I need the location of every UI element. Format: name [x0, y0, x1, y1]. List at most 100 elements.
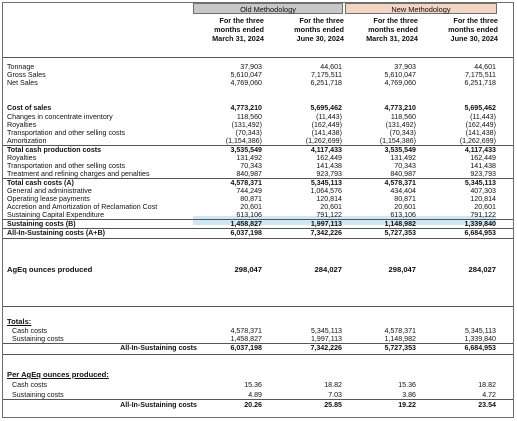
cell-old-jun: 284,027 [314, 265, 342, 274]
table-row: Sustaining costs (B) 1,458,827 1,997,113… [0, 220, 517, 228]
cell-old-mar: 118,560 [236, 113, 262, 121]
cell-new-mar: 3,535,549 [384, 146, 416, 154]
row-label: General and administrative [7, 187, 92, 195]
cell-new-jun: 120,814 [470, 195, 496, 203]
cell-old-mar: 5,610,047 [230, 71, 262, 79]
cell-new-jun: 4,117,433 [464, 146, 496, 154]
row-label: Total cash production costs [7, 146, 102, 154]
row-label: AgEq ounces produced [7, 265, 93, 274]
row-label: All-In-Sustaining costs [120, 401, 197, 409]
row-divider [3, 306, 513, 307]
table-row: Cash costs 15.36 18.82 15.36 18.82 [0, 381, 517, 389]
cell-old-jun: 5,345,113 [310, 327, 342, 335]
cell-old-jun: 18.82 [324, 381, 342, 389]
column-header-old-june: For the three months ended June 30, 2024 [294, 16, 344, 43]
row-label: Tonnage [7, 63, 35, 71]
row-label: Royalties [7, 121, 37, 129]
row-divider [3, 399, 513, 400]
cell-old-jun: 7,342,226 [310, 344, 342, 352]
row-label: Sustaining Capital Expenditure [7, 211, 105, 219]
cell-new-mar: 15.36 [398, 381, 416, 389]
table-row: Royalties 131,492 162,449 131,492 162,44… [0, 154, 517, 162]
cell-new-mar: 70,343 [394, 162, 416, 170]
row-label: Cash costs [12, 327, 48, 335]
cell-new-mar: 1,148,982 [384, 335, 416, 343]
cell-new-mar: 840,987 [390, 170, 416, 178]
row-label: Transportation and other selling costs [7, 129, 126, 137]
table-row: Total cash production costs 3,535,549 4,… [0, 146, 517, 154]
row-label: Sustaining costs (B) [7, 220, 76, 228]
cell-old-jun: (162,449) [311, 121, 342, 129]
cell-old-jun: 5,695,462 [310, 104, 342, 112]
cell-new-mar: 298,047 [388, 265, 416, 274]
table-row: Cost of sales 4,773,210 5,695,462 4,773,… [0, 104, 517, 112]
cell-old-mar: 6,037,198 [230, 229, 262, 237]
cell-old-jun: (141,438) [311, 129, 342, 137]
section-heading-totals: Totals: [7, 317, 32, 326]
cell-new-jun: 23.54 [478, 401, 496, 409]
row-label: All-In-Sustaining costs [120, 344, 197, 352]
row-label: Sustaining costs [12, 335, 64, 343]
row-label: Accretion and Amortization of Reclamatio… [7, 203, 158, 211]
cell-old-jun: 7,175,511 [310, 71, 342, 79]
cell-new-jun: 4.72 [482, 391, 496, 399]
table-row: All-In-Sustaining costs 20.26 25.85 19.2… [0, 401, 517, 409]
cell-new-jun: 407,303 [470, 187, 496, 195]
cell-old-jun: 162,449 [316, 154, 342, 162]
cell-old-jun: 25.85 [324, 401, 342, 409]
cell-new-mar: 5,610,047 [384, 71, 416, 79]
cell-old-mar: (70,343) [235, 129, 262, 137]
cell-old-mar: 744,249 [236, 187, 262, 195]
cell-old-mar: 20,601 [240, 203, 262, 211]
cell-new-jun: 44,601 [474, 63, 496, 71]
cell-new-jun: (162,449) [465, 121, 496, 129]
row-divider [3, 219, 513, 220]
table-row: Gross Sales 5,610,047 7,175,511 5,610,04… [0, 71, 517, 79]
cell-new-mar: (1,154,386) [379, 137, 416, 145]
cell-old-jun: 1,997,113 [310, 220, 342, 228]
row-divider [3, 354, 513, 355]
cell-old-mar: 298,047 [234, 265, 262, 274]
table-row: Transportation and other selling costs (… [0, 129, 517, 137]
cell-new-mar: 613,106 [390, 211, 416, 219]
column-header-old-march: For the three months ended March 31, 202… [212, 16, 264, 43]
cell-old-jun: 7.03 [328, 391, 342, 399]
cell-old-mar: 4,769,060 [230, 79, 262, 87]
cell-new-mar: (131,492) [385, 121, 416, 129]
row-label: All-In-Sustaining costs (A+B) [7, 229, 105, 237]
row-label: Total cash costs (A) [7, 179, 74, 187]
table-row: Operating lease payments 80,871 120,814 … [0, 195, 517, 203]
cell-old-mar: 70,343 [240, 162, 262, 170]
cell-old-mar: 4,578,371 [230, 179, 262, 187]
row-label: Royalties [7, 154, 37, 162]
cell-old-mar: 4,773,210 [230, 104, 262, 112]
cell-old-jun: 120,814 [316, 195, 342, 203]
cell-new-jun: 5,345,113 [464, 327, 496, 335]
cell-new-jun: 791,122 [470, 211, 496, 219]
header-divider [3, 57, 513, 58]
cell-new-mar: 37,903 [394, 63, 416, 71]
cell-old-jun: (1,262,699) [305, 137, 342, 145]
cell-old-mar: 4.89 [248, 391, 262, 399]
table-row: Tonnage 37,903 44,601 37,903 44,601 [0, 63, 517, 71]
cell-old-jun: 7,342,226 [310, 229, 342, 237]
table-row: General and administrative 744,249 1,064… [0, 187, 517, 195]
cell-new-jun: (1,262,699) [459, 137, 496, 145]
cell-old-mar: 613,106 [236, 211, 262, 219]
cell-new-jun: 6,684,953 [464, 229, 496, 237]
cell-new-mar: 80,871 [394, 195, 416, 203]
cell-old-jun: 1,064,576 [310, 187, 342, 195]
cell-old-mar: 4,578,371 [230, 327, 262, 335]
cell-old-jun: 6,251,718 [310, 79, 342, 87]
cell-old-mar: 20.26 [244, 401, 262, 409]
table-row: Per AgEq ounces produced: [0, 371, 517, 379]
cell-new-mar: 3.86 [402, 391, 416, 399]
cell-new-jun: 6,251,718 [464, 79, 496, 87]
cell-old-mar: 80,871 [240, 195, 262, 203]
cell-new-mar: 20,601 [394, 203, 416, 211]
cell-new-mar: 5,727,353 [384, 344, 416, 352]
cell-new-mar: 5,727,353 [384, 229, 416, 237]
table-row: Royalties (131,492) (162,449) (131,492) … [0, 121, 517, 129]
row-divider [3, 238, 513, 239]
